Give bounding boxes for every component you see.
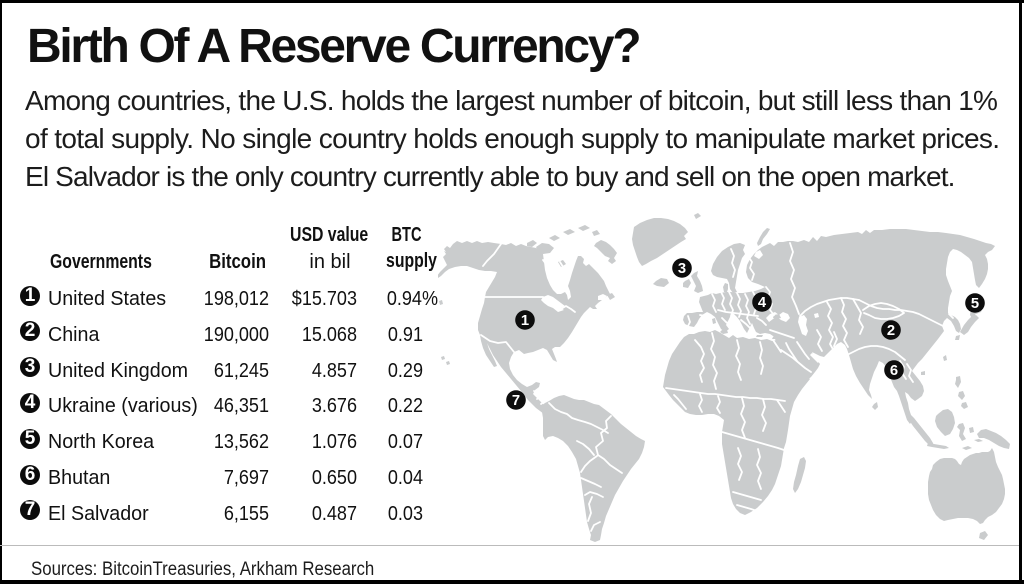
svg-text:7: 7 xyxy=(512,393,520,409)
svg-text:3: 3 xyxy=(678,261,686,277)
svg-text:4: 4 xyxy=(758,295,767,311)
svg-text:5: 5 xyxy=(971,296,979,312)
svg-text:2: 2 xyxy=(887,323,895,339)
svg-text:1: 1 xyxy=(521,313,529,329)
svg-text:6: 6 xyxy=(890,363,898,379)
